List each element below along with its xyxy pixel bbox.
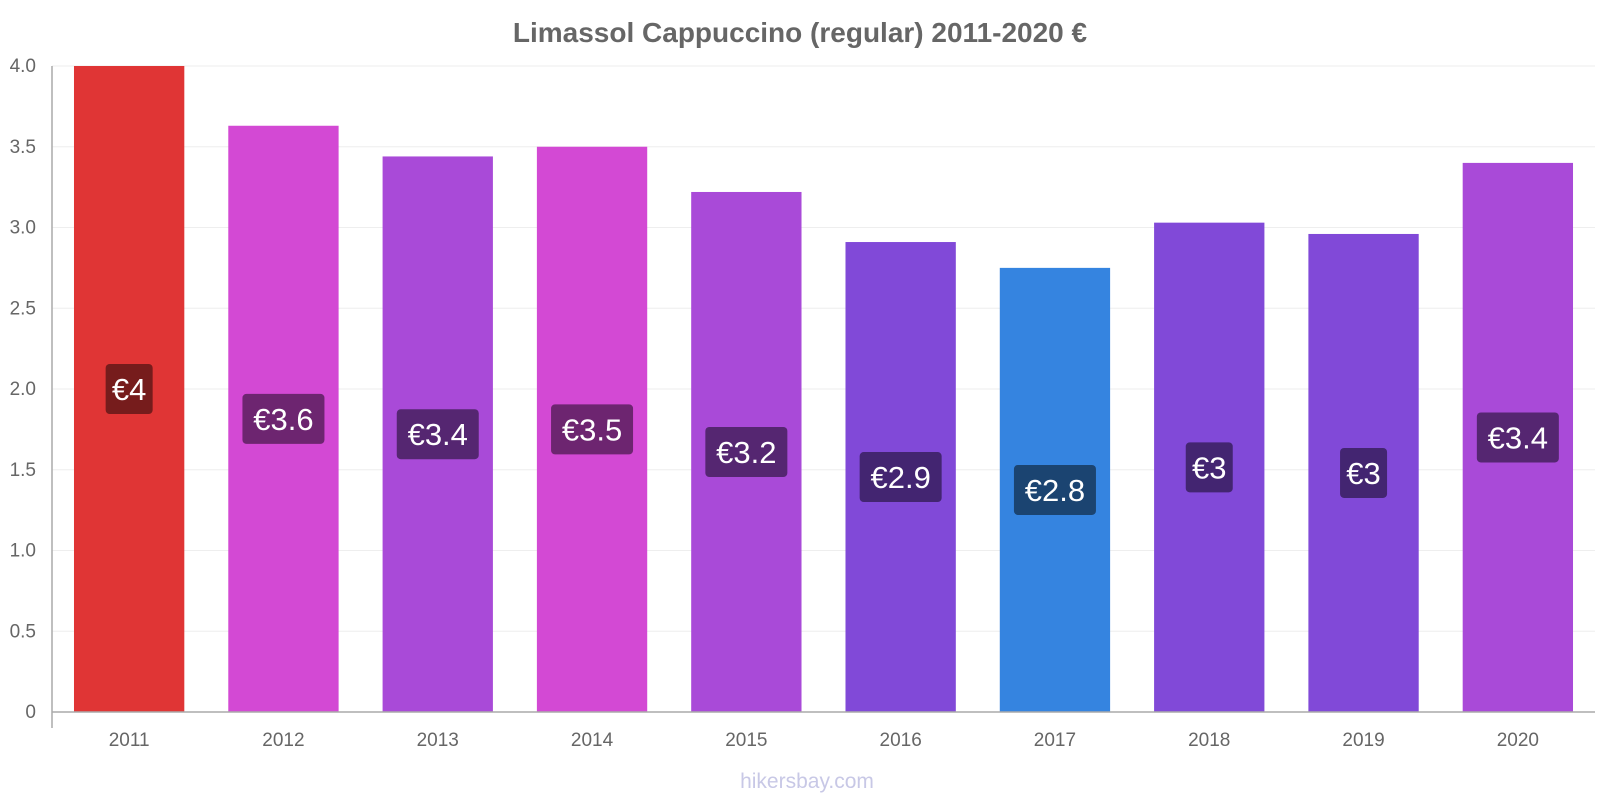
y-tick-label: 0.5 [10, 621, 36, 642]
value-label: €2.9 [870, 460, 930, 495]
value-label: €3.2 [716, 435, 776, 470]
value-label-box [1340, 447, 1388, 498]
value-label-box [705, 426, 788, 477]
value-label-box [1013, 464, 1096, 515]
x-ticks-layer: 2011 2012 2013 2014 2015 2016 2017 2018 2019 2020 [109, 730, 1539, 751]
value-label: €3 [1346, 456, 1380, 491]
value-label: €3.4 [1488, 420, 1548, 455]
x-tick-label: 2015 [725, 730, 767, 751]
value-label-box [105, 364, 153, 414]
value-label-box [396, 409, 479, 460]
value-label-box [1185, 442, 1233, 493]
value-label: €3.5 [562, 412, 622, 447]
x-tick-label: 2013 [417, 730, 459, 751]
x-tick-label: 2018 [1188, 730, 1230, 751]
x-tick-label: 2014 [571, 730, 614, 751]
y-ticks-layer: 0 0.5 1.0 1.5 2.0 2.5 3.0 3.5 4.0 [10, 56, 36, 723]
watermark: hikersbay.com [740, 770, 874, 793]
x-tick-label: 2017 [1034, 730, 1076, 751]
y-tick-label: 3.5 [10, 137, 36, 158]
value-labels-layer: €4 €3.6 €3.4 €3.5 €3.2 €2.9 €2.8 €3 €3 €3.4 [105, 364, 1559, 515]
value-label: €3.4 [408, 417, 468, 452]
value-label: €3.6 [253, 402, 313, 437]
value-label-box [242, 393, 325, 444]
x-tick-label: 2011 [109, 730, 150, 751]
x-tick-label: 2016 [880, 730, 922, 751]
axis-layer [51, 66, 1595, 728]
y-tick-label: 2.5 [10, 298, 36, 319]
value-label: €4 [112, 372, 146, 407]
y-tick-label: 3.0 [10, 218, 36, 239]
value-label: €3 [1192, 450, 1226, 485]
y-tick-label: 0 [25, 702, 36, 723]
value-label-box [551, 404, 634, 455]
x-tick-label: 2012 [262, 730, 304, 751]
x-tick-label: 2020 [1497, 730, 1539, 751]
x-tick-label: 2019 [1342, 730, 1384, 751]
chart-title: Limassol Cappuccino (regular) 2011-2020 … [513, 17, 1088, 48]
value-label-box [1476, 412, 1559, 463]
y-tick-label: 2.0 [10, 379, 36, 400]
value-label: €2.8 [1025, 473, 1085, 508]
value-label-box [859, 452, 942, 503]
y-tick-label: 4.0 [10, 56, 36, 77]
y-tick-label: 1.0 [10, 541, 36, 562]
y-tick-label: 1.5 [10, 460, 36, 481]
